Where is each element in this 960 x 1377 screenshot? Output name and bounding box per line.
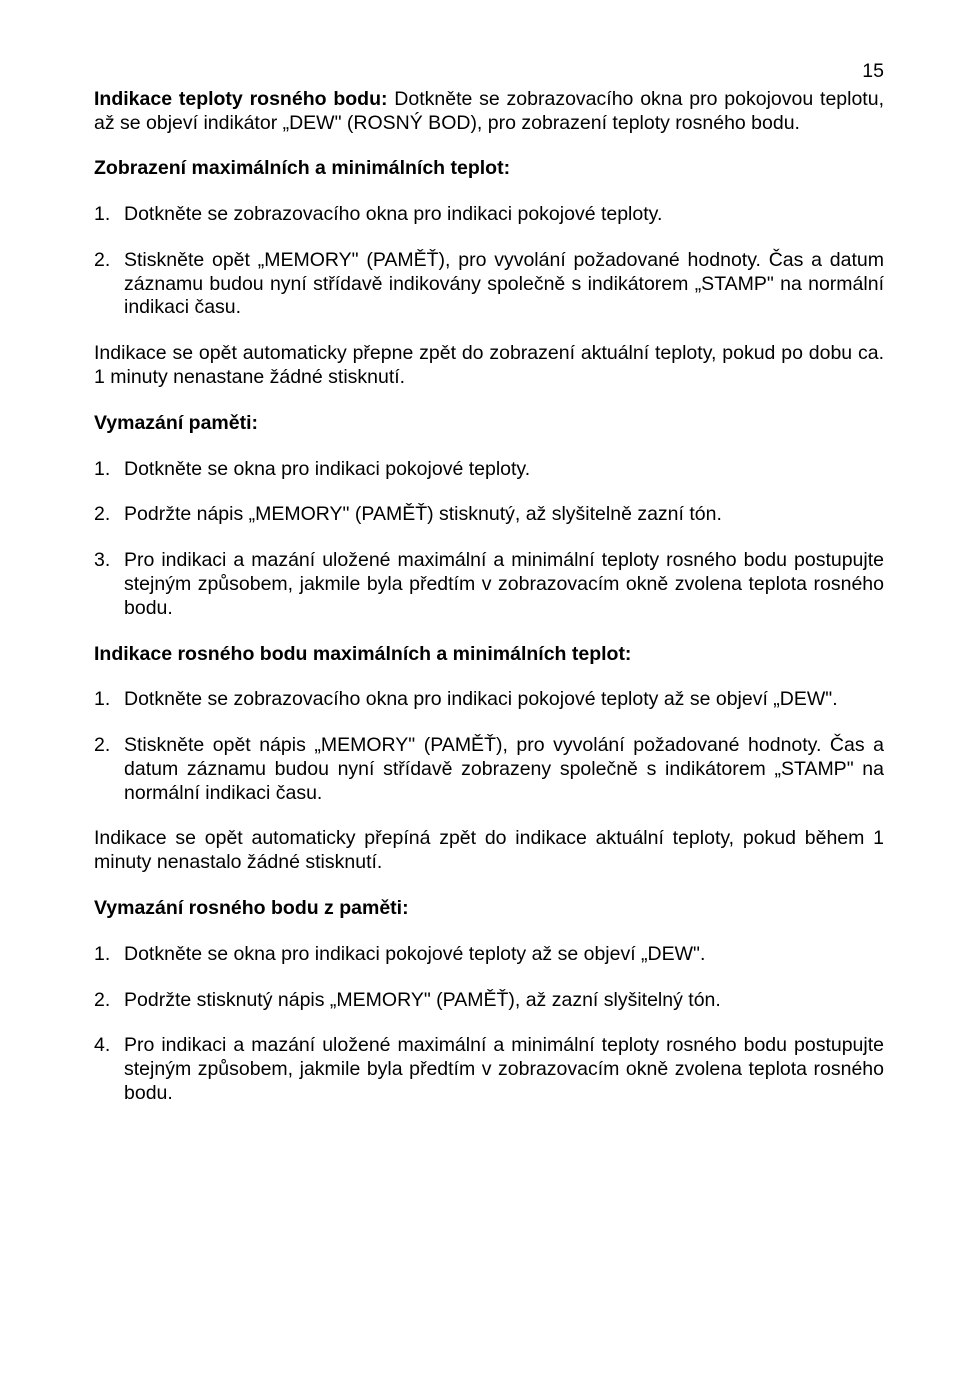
list-text: Dotkněte se zobrazovacího okna pro indik… xyxy=(124,688,884,712)
list-text: Pro indikaci a mazání uložené maximální … xyxy=(124,549,884,620)
list-item: 3. Pro indikaci a mazání uložené maximál… xyxy=(94,549,884,620)
list-item: 2. Podržte stisknutý nápis „MEMORY" (PAM… xyxy=(94,989,884,1013)
list-number: 2. xyxy=(94,989,124,1013)
paragraph-dew-intro: Indikace teploty rosného bodu: Dotkněte … xyxy=(94,88,884,136)
paragraph-auto-return-1: Indikace se opět automaticky přepne zpět… xyxy=(94,342,884,390)
heading-clear-memory: Vymazání paměti: xyxy=(94,412,884,436)
paragraph-bold-lead: Indikace teploty rosného bodu: xyxy=(94,88,387,110)
list-text: Dotkněte se zobrazovacího okna pro indik… xyxy=(124,203,884,227)
list-item: 4. Pro indikaci a mazání uložené maximál… xyxy=(94,1034,884,1105)
list-number: 2. xyxy=(94,249,124,320)
list-text: Dotkněte se okna pro indikaci pokojové t… xyxy=(124,943,884,967)
list-number: 2. xyxy=(94,734,124,805)
heading-max-min: Zobrazení maximálních a minimálních tepl… xyxy=(94,157,884,181)
heading-clear-dew-memory: Vymazání rosného bodu z paměti: xyxy=(94,897,884,921)
list-text: Podržte stisknutý nápis „MEMORY" (PAMĚŤ)… xyxy=(124,989,884,1013)
heading-dew-max-min: Indikace rosného bodu maximálních a mini… xyxy=(94,643,884,667)
list-dew-max-min: 1. Dotkněte se zobrazovacího okna pro in… xyxy=(94,688,884,805)
list-number: 2. xyxy=(94,503,124,527)
list-number: 3. xyxy=(94,549,124,620)
list-max-min: 1. Dotkněte se zobrazovacího okna pro in… xyxy=(94,203,884,320)
list-item: 1. Dotkněte se zobrazovacího okna pro in… xyxy=(94,203,884,227)
list-clear-dew-memory: 1. Dotkněte se okna pro indikaci pokojov… xyxy=(94,943,884,1106)
list-item: 2. Stiskněte opět nápis „MEMORY" (PAMĚŤ)… xyxy=(94,734,884,805)
list-number: 4. xyxy=(94,1034,124,1105)
list-item: 1. Dotkněte se zobrazovacího okna pro in… xyxy=(94,688,884,712)
list-number: 1. xyxy=(94,688,124,712)
list-text: Podržte nápis „MEMORY" (PAMĚŤ) stisknutý… xyxy=(124,503,884,527)
list-number: 1. xyxy=(94,943,124,967)
list-number: 1. xyxy=(94,458,124,482)
list-text: Stiskněte opět „MEMORY" (PAMĚŤ), pro vyv… xyxy=(124,249,884,320)
list-item: 2. Stiskněte opět „MEMORY" (PAMĚŤ), pro … xyxy=(94,249,884,320)
list-text: Pro indikaci a mazání uložené maximální … xyxy=(124,1034,884,1105)
list-text: Stiskněte opět nápis „MEMORY" (PAMĚŤ), p… xyxy=(124,734,884,805)
list-item: 1. Dotkněte se okna pro indikaci pokojov… xyxy=(94,943,884,967)
list-text: Dotkněte se okna pro indikaci pokojové t… xyxy=(124,458,884,482)
list-clear-memory: 1. Dotkněte se okna pro indikaci pokojov… xyxy=(94,458,884,621)
list-item: 1. Dotkněte se okna pro indikaci pokojov… xyxy=(94,458,884,482)
paragraph-auto-return-2: Indikace se opět automaticky přepíná zpě… xyxy=(94,827,884,875)
list-item: 2. Podržte nápis „MEMORY" (PAMĚŤ) stiskn… xyxy=(94,503,884,527)
page-number: 15 xyxy=(94,60,884,84)
list-number: 1. xyxy=(94,203,124,227)
